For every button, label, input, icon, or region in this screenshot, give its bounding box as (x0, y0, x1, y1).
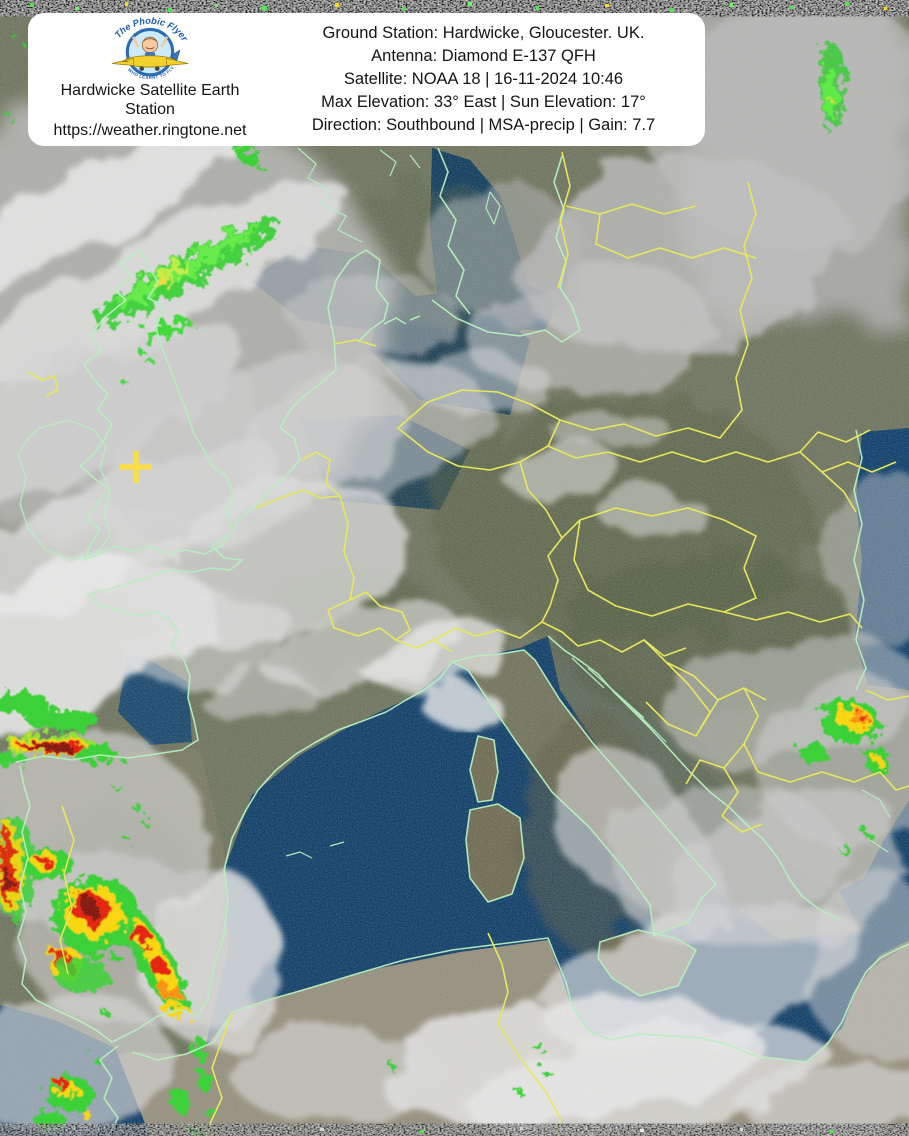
pass-info: Ground Station: Hardwicke, Gloucester. U… (272, 13, 705, 146)
pass-info-antenna: Antenna: Diamond E-137 QFH (371, 47, 596, 65)
station-url: https://weather.ringtone.net (53, 122, 247, 139)
station-branding: The Phobic Flyer WHO LEARNT TO FLY Hardw… (28, 13, 272, 146)
station-name-line1: Hardwicke Satellite Earth (60, 82, 240, 99)
station-name: Hardwicke Satellite Earth Station (45, 81, 255, 119)
phobic-flyer-logo: The Phobic Flyer WHO LEARNT TO FLY (111, 16, 191, 80)
pass-info-ground-station: Ground Station: Hardwicke, Gloucester. U… (322, 24, 645, 42)
station-name-line2: Station (125, 101, 175, 118)
pass-info-satellite: Satellite: NOAA 18 | 16-11-2024 10:46 (343, 70, 624, 88)
pass-info-elevation: Max Elevation: 33° East | Sun Elevation:… (321, 93, 646, 111)
info-overlay: The Phobic Flyer WHO LEARNT TO FLY Hardw… (28, 13, 705, 146)
pass-info-direction: Direction: Southbound | MSA-precip | Gai… (311, 116, 656, 134)
